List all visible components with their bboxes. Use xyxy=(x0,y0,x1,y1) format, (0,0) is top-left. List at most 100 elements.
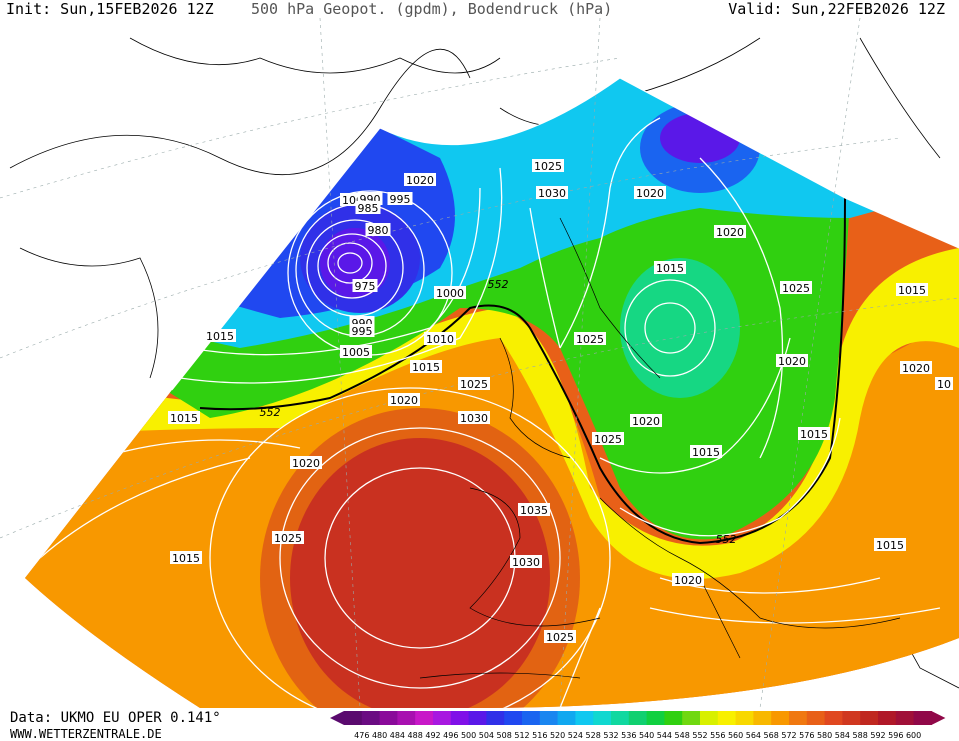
svg-text:1020: 1020 xyxy=(716,226,744,239)
legend-tick: 496 xyxy=(443,731,458,740)
legend-tick: 556 xyxy=(710,731,725,740)
svg-text:1015: 1015 xyxy=(898,284,926,297)
legend-swatch xyxy=(789,711,808,725)
svg-text:1035: 1035 xyxy=(520,504,548,517)
pressure-label: 1025 xyxy=(532,159,564,173)
legend-tick: 500 xyxy=(461,731,476,740)
geopotential-field xyxy=(25,78,959,708)
legend-tick: 536 xyxy=(621,731,636,740)
svg-text:1030: 1030 xyxy=(512,556,540,569)
legend-swatch xyxy=(593,711,612,725)
pressure-label: 1005 xyxy=(340,345,372,359)
pressure-label: 1020 xyxy=(388,393,420,407)
pressure-label: 1025 xyxy=(780,281,812,295)
legend-tick: 484 xyxy=(390,731,405,740)
legend-tick: 588 xyxy=(853,731,868,740)
pressure-label: 1015 xyxy=(410,360,442,374)
legend-tick: 512 xyxy=(514,731,529,740)
legend-tick: 480 xyxy=(372,731,387,740)
pressure-label: 1030 xyxy=(510,555,542,569)
legend-swatch xyxy=(806,711,826,725)
svg-text:1015: 1015 xyxy=(172,552,200,565)
svg-text:1020: 1020 xyxy=(390,394,418,407)
legend-swatch xyxy=(878,711,897,725)
legend-tick: 492 xyxy=(425,731,440,740)
svg-text:1020: 1020 xyxy=(406,174,434,187)
svg-text:1015: 1015 xyxy=(692,446,720,459)
legend-tick: 488 xyxy=(408,731,423,740)
pressure-label: 1025 xyxy=(574,332,606,346)
legend-swatch xyxy=(664,711,683,725)
legend-swatch xyxy=(753,711,772,725)
svg-text:1025: 1025 xyxy=(546,631,574,644)
legend-tick: 564 xyxy=(746,731,761,740)
pressure-label: 1015 xyxy=(874,538,906,552)
legend-tick: 572 xyxy=(781,731,796,740)
svg-text:1010: 1010 xyxy=(426,333,454,346)
legend-swatch xyxy=(361,711,381,725)
pressure-label: 1020 xyxy=(404,173,436,187)
pressure-label: 1015 xyxy=(654,261,686,275)
pressure-label: 1035 xyxy=(518,503,550,517)
legend-swatch xyxy=(522,711,541,725)
svg-text:1015: 1015 xyxy=(656,262,684,275)
legend-tick: 552 xyxy=(692,731,707,740)
chart-title: 500 hPa Geopot. (gpdm), Bodendruck (hPa) xyxy=(251,0,613,18)
legend-tick: 584 xyxy=(835,731,850,740)
legend-tick: 528 xyxy=(586,731,601,740)
pressure-label: 1020 xyxy=(714,225,746,239)
pressure-label: 975 xyxy=(352,279,378,293)
contour-552-label: 552 xyxy=(488,278,509,291)
svg-text:1015: 1015 xyxy=(876,539,904,552)
pressure-label: 995 xyxy=(387,192,413,206)
legend-swatch xyxy=(895,711,915,725)
pressure-label: 1020 xyxy=(634,186,666,200)
legend-swatch xyxy=(628,711,648,725)
legend-tick: 504 xyxy=(479,731,494,740)
legend-swatch xyxy=(824,711,843,725)
svg-text:1000: 1000 xyxy=(436,287,464,300)
legend-swatch xyxy=(415,711,434,725)
legend-swatch xyxy=(397,711,416,725)
contour-552-labels: 552 552 552 xyxy=(260,278,737,546)
legend-tick: 560 xyxy=(728,731,743,740)
legend-swatch xyxy=(735,711,754,725)
pressure-label: 1025 xyxy=(272,531,304,545)
pressure-label: 1015 xyxy=(690,445,722,459)
svg-text:1015: 1015 xyxy=(206,330,234,343)
legend-swatch xyxy=(682,711,701,725)
legend-tick: 592 xyxy=(870,731,885,740)
legend-tick: 476 xyxy=(354,731,369,740)
legend-tick: 568 xyxy=(764,731,779,740)
pressure-label: 1020 xyxy=(672,573,704,587)
contour-552-label: 552 xyxy=(716,533,737,546)
pressure-label: 1020 xyxy=(776,354,808,368)
pressure-label: 1015 xyxy=(168,411,200,425)
legend-swatch xyxy=(611,711,630,725)
svg-text:1005: 1005 xyxy=(342,346,370,359)
pressure-label: 1030 xyxy=(458,411,490,425)
pressure-label: 1015 xyxy=(170,551,202,565)
legend-tick: 516 xyxy=(532,731,547,740)
legend-swatch xyxy=(433,711,452,725)
svg-text:1025: 1025 xyxy=(274,532,302,545)
website-url: WWW.WETTERZENTRALE.DE xyxy=(10,727,162,741)
svg-text:1025: 1025 xyxy=(782,282,810,295)
svg-text:980: 980 xyxy=(368,224,389,237)
pressure-label: 1020 xyxy=(630,414,662,428)
svg-text:1025: 1025 xyxy=(576,333,604,346)
legend-swatch xyxy=(700,711,719,725)
contour-552-label: 552 xyxy=(260,406,281,419)
legend-tick: 580 xyxy=(817,731,832,740)
legend-swatch xyxy=(860,711,879,725)
svg-text:10: 10 xyxy=(937,378,951,391)
svg-text:1015: 1015 xyxy=(170,412,198,425)
legend-swatch xyxy=(468,711,487,725)
legend-swatch xyxy=(575,711,594,725)
pressure-label: 1020 xyxy=(900,361,932,375)
legend-swatch xyxy=(771,711,790,725)
pressure-label: 1015 xyxy=(798,427,830,441)
legend-arrow-right xyxy=(931,711,946,725)
legend-tick: 540 xyxy=(639,731,654,740)
pressure-label: 1010 xyxy=(424,332,456,346)
